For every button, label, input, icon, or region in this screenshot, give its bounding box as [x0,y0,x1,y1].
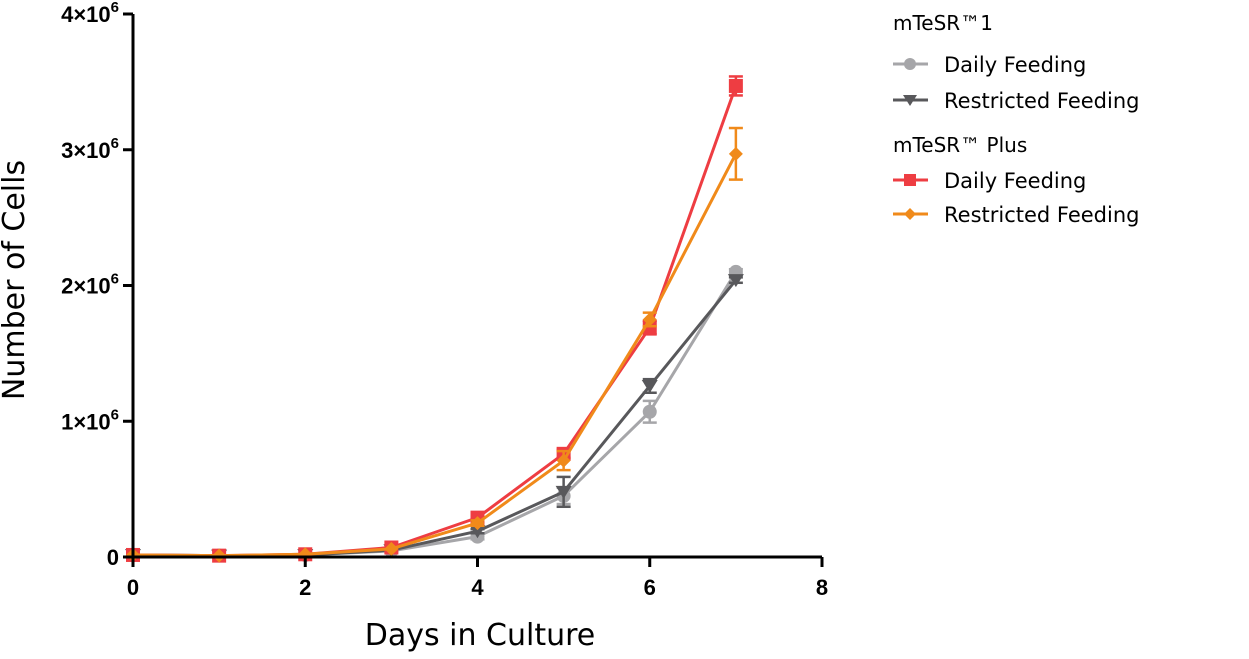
legend-marker [904,58,916,70]
legend-marker [903,95,917,106]
x-tick-label: 0 [127,575,139,600]
data-point [727,274,744,288]
y-tick-mantissa: 3×10 [61,138,111,163]
legend-label-mtesr1-restricted: Restricted Feeding [944,89,1140,113]
data-point [555,485,572,499]
axes: Number of Cells Days in Culture 0 2 4 6 8 0 1×… [0,0,828,653]
x-tick-label: 2 [299,575,311,600]
data-point [469,525,486,539]
y-axis-title: Number of Cells [0,160,32,400]
data-point [470,516,485,531]
x-tick-label: 4 [471,575,484,600]
data-point [642,404,657,419]
data-point [642,312,657,327]
legend-group-title-mtesr-plus: mTeSR™ Plus [893,133,1027,157]
data-point [556,453,571,468]
legend-group-title-mtesr1: mTeSR™1 [893,11,993,35]
y-tick-label: 3×106 [61,135,119,163]
y-tick-mantissa: 0 [107,545,119,570]
data-point [641,379,658,393]
data-point [728,78,743,93]
legend-label-plus-daily: Daily Feeding [944,169,1086,193]
y-tick-label: 4×106 [61,0,119,27]
plot-area [125,75,744,563]
series-3 [126,126,743,563]
x-axis-title: Days in Culture [365,618,596,653]
legend-marker [904,208,916,220]
data-point [728,146,743,161]
legend: mTeSR™1 Daily Feeding Restricted Feeding… [893,11,1140,227]
y-tick-mantissa: 2×10 [61,274,111,299]
series-line [132,153,738,558]
data-point [384,541,399,556]
y-tick-exponent: 6 [111,406,119,423]
y-tick-mantissa: 1×10 [61,409,111,434]
y-tick-exponent: 6 [111,0,119,16]
y-tick-exponent: 6 [111,135,119,152]
x-tick-label: 8 [816,575,828,600]
y-tick-exponent: 6 [111,271,119,288]
y-tick-mantissa: 4×10 [61,2,111,27]
y-tick-label: 1×106 [61,406,119,434]
y-tick-label: 0 [107,545,119,570]
legend-label-plus-restricted: Restricted Feeding [944,203,1140,227]
series-0 [126,264,743,563]
legend-marker [904,174,916,186]
x-tick-label: 6 [644,575,656,600]
y-tick-label: 2×106 [61,271,119,299]
legend-label-mtesr1-daily: Daily Feeding [944,53,1086,77]
